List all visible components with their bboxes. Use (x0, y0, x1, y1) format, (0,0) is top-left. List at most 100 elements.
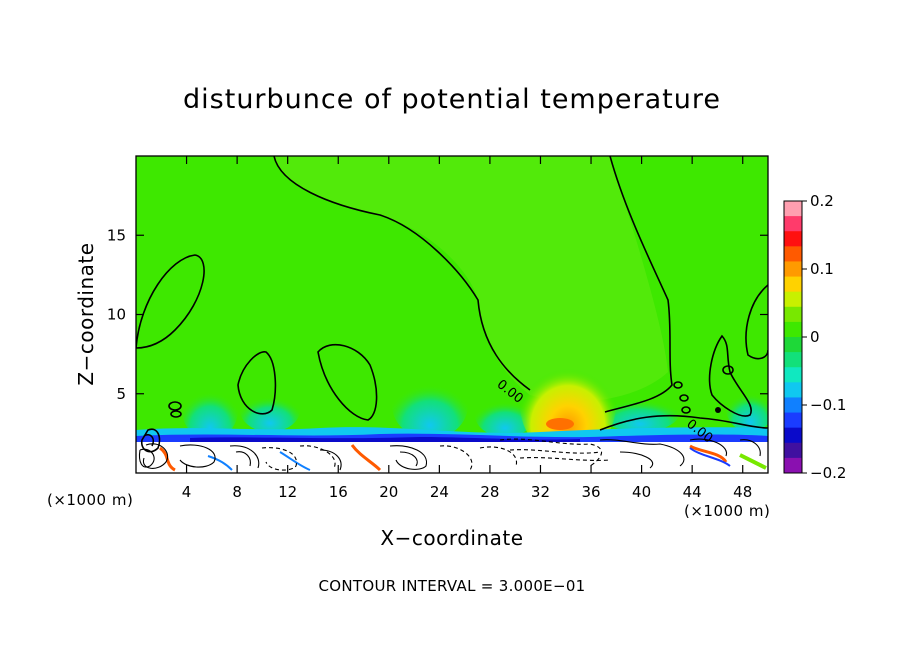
bl-contour (479, 446, 517, 467)
contour-line (170, 410, 182, 418)
contour-line (237, 351, 277, 415)
colorbar-tick-label: −0.1 (810, 396, 846, 414)
bl-color-streak (279, 451, 311, 471)
colorbar-swatch (784, 276, 802, 293)
colorbar-swatch (784, 367, 802, 383)
contour-line (708, 334, 752, 417)
contour-line (745, 284, 768, 360)
contour-lines (136, 156, 768, 453)
colorbar: 0.2 0.1 0 −0.1 −0.2 (783, 192, 846, 482)
x-tick-label: 24 (430, 483, 449, 501)
bl-contour (261, 447, 297, 471)
bl-contour (499, 438, 602, 467)
contour-marker (715, 407, 721, 413)
contour-line (140, 428, 161, 453)
colorbar-swatch (784, 216, 802, 232)
contour-line (599, 414, 768, 431)
colorbar-swatch (784, 261, 802, 278)
colorbar-tick-label: 0 (810, 328, 820, 346)
field-shading (136, 156, 768, 473)
bl-contour (179, 444, 216, 468)
bl-contour (619, 451, 653, 469)
contour-line (673, 381, 683, 389)
bl-contour (509, 449, 601, 454)
x-tick-label: 40 (632, 483, 651, 501)
bl-color-streak (350, 444, 382, 472)
bl-contour (739, 439, 761, 457)
x-axis-unit-left: (×1000 m) (47, 491, 134, 509)
y-tick-label: 10 (107, 306, 126, 324)
bl-contour (138, 448, 155, 468)
bl-contour (319, 449, 342, 471)
colorbar-swatch (784, 337, 802, 353)
bl-contour (299, 445, 336, 469)
colorbar-swatch (784, 352, 802, 368)
bl-contour (689, 438, 727, 457)
colorbar-swatch (784, 306, 802, 323)
x-tick-label: 44 (683, 483, 702, 501)
x-tick-label: 36 (581, 483, 600, 501)
y-axis: 5 10 15 (107, 226, 768, 403)
colorbar-swatch (784, 382, 802, 398)
contour-line (681, 406, 691, 414)
bl-contour (519, 457, 611, 461)
x-tick-label: 4 (182, 483, 192, 501)
contour-line (136, 254, 205, 349)
field-patch (240, 388, 300, 432)
contour-line (168, 401, 182, 411)
bl-contour (599, 439, 685, 467)
colorbar-swatch (784, 442, 802, 459)
colorbar-swatch (784, 397, 802, 414)
field-patch (392, 371, 468, 439)
field-region-upper (274, 156, 668, 402)
colorbar-swatch (784, 201, 802, 217)
y-tick-label: 15 (107, 226, 126, 244)
x-axis-label: X−coordinate (380, 526, 524, 550)
colorbar-tick-label: 0.2 (810, 192, 834, 210)
contour-line (722, 365, 734, 375)
x-tick-label: 16 (329, 483, 348, 501)
field-patch (600, 392, 680, 432)
y-tick-label: 5 (116, 385, 126, 403)
bl-contour (235, 451, 251, 467)
bl-color-streak (689, 444, 728, 463)
x-tick-label: 20 (379, 483, 398, 501)
x-tick-label: 28 (480, 483, 499, 501)
bl-contour (229, 445, 260, 469)
bl-color-streak (739, 453, 767, 470)
colorbar-swatch (784, 291, 802, 308)
boundary-contours (138, 438, 761, 471)
x-tick-label: 12 (278, 483, 297, 501)
colorbar-tick-label: −0.2 (810, 464, 846, 482)
colorbar-tick-label: 0.1 (810, 260, 834, 278)
contour-interval-note: CONTOUR INTERVAL = 3.000E−01 (318, 577, 586, 595)
x-tick-label: 32 (531, 483, 550, 501)
colorbar-swatch (784, 231, 802, 247)
contour-line (317, 343, 378, 421)
boundary-layer (136, 442, 768, 473)
x-tick-label: 48 (733, 483, 752, 501)
warm-anomaly-core (546, 418, 574, 430)
colorbar-swatch (784, 427, 802, 444)
field-patch (726, 384, 768, 432)
bl-contour (389, 445, 427, 470)
bl-contour (142, 443, 168, 469)
colorbar-swatch (784, 321, 802, 338)
bl-contour (399, 451, 418, 467)
x-axis: 4 8 12 16 20 24 28 32 36 40 44 48 (182, 156, 752, 501)
x-tick-label: 8 (232, 483, 242, 501)
chart-title: disturbunce of potential temperature (183, 84, 721, 115)
field-patch (475, 393, 535, 437)
x-axis-unit-right: (×1000 m) (684, 502, 771, 520)
colorbar-swatch (784, 412, 802, 429)
contour-line (604, 156, 673, 413)
contour-line (679, 394, 689, 402)
bl-color-streak (207, 455, 233, 471)
colorbar-swatch (784, 457, 802, 474)
contour-line (273, 156, 531, 391)
field-patch (182, 380, 238, 440)
bl-color-streak (689, 447, 731, 467)
bl-contour (439, 445, 473, 471)
colorbar-swatch (784, 246, 802, 262)
